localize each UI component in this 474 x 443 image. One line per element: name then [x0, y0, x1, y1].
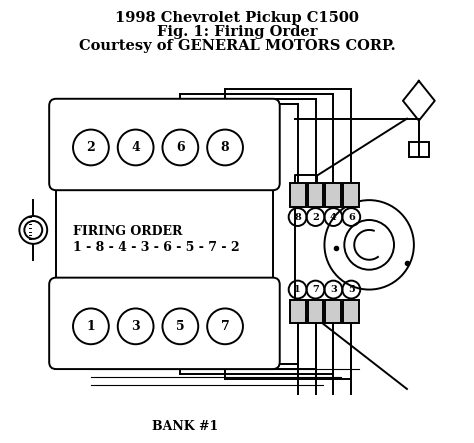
Bar	[308, 299, 323, 323]
Bar	[290, 299, 306, 323]
Text: 1998 Chevrolet Pickup C1500: 1998 Chevrolet Pickup C1500	[115, 12, 359, 25]
Text: 7: 7	[221, 320, 229, 333]
Bar	[308, 183, 323, 207]
Text: Courtesy of GENERAL MOTORS CORP.: Courtesy of GENERAL MOTORS CORP.	[79, 39, 395, 53]
Text: 1 - 8 - 4 - 3 - 6 - 5 - 7 - 2: 1 - 8 - 4 - 3 - 6 - 5 - 7 - 2	[73, 241, 240, 254]
Text: 5: 5	[176, 320, 185, 333]
Text: 7: 7	[312, 285, 319, 294]
Bar	[343, 183, 359, 207]
Bar	[326, 183, 341, 207]
Text: 6: 6	[176, 141, 185, 154]
Text: 6: 6	[348, 213, 355, 222]
Text: FIRING ORDER: FIRING ORDER	[73, 225, 182, 238]
FancyBboxPatch shape	[49, 99, 280, 190]
Text: Fig. 1: Firing Order: Fig. 1: Firing Order	[157, 25, 317, 39]
Bar	[326, 299, 341, 323]
Bar	[343, 299, 359, 323]
Text: 2: 2	[87, 141, 95, 154]
Bar	[290, 183, 306, 207]
Text: BANK #1: BANK #1	[152, 420, 219, 433]
Text: 1: 1	[294, 285, 301, 294]
Bar	[409, 143, 429, 157]
FancyBboxPatch shape	[49, 278, 280, 369]
Text: 3: 3	[330, 285, 337, 294]
Text: 4: 4	[131, 141, 140, 154]
Text: 2: 2	[312, 213, 319, 222]
Text: 4: 4	[330, 213, 337, 222]
Text: 8: 8	[221, 141, 229, 154]
Text: 1: 1	[87, 320, 95, 333]
Text: 8: 8	[294, 213, 301, 222]
Text: 5: 5	[348, 285, 355, 294]
Text: 3: 3	[131, 320, 140, 333]
